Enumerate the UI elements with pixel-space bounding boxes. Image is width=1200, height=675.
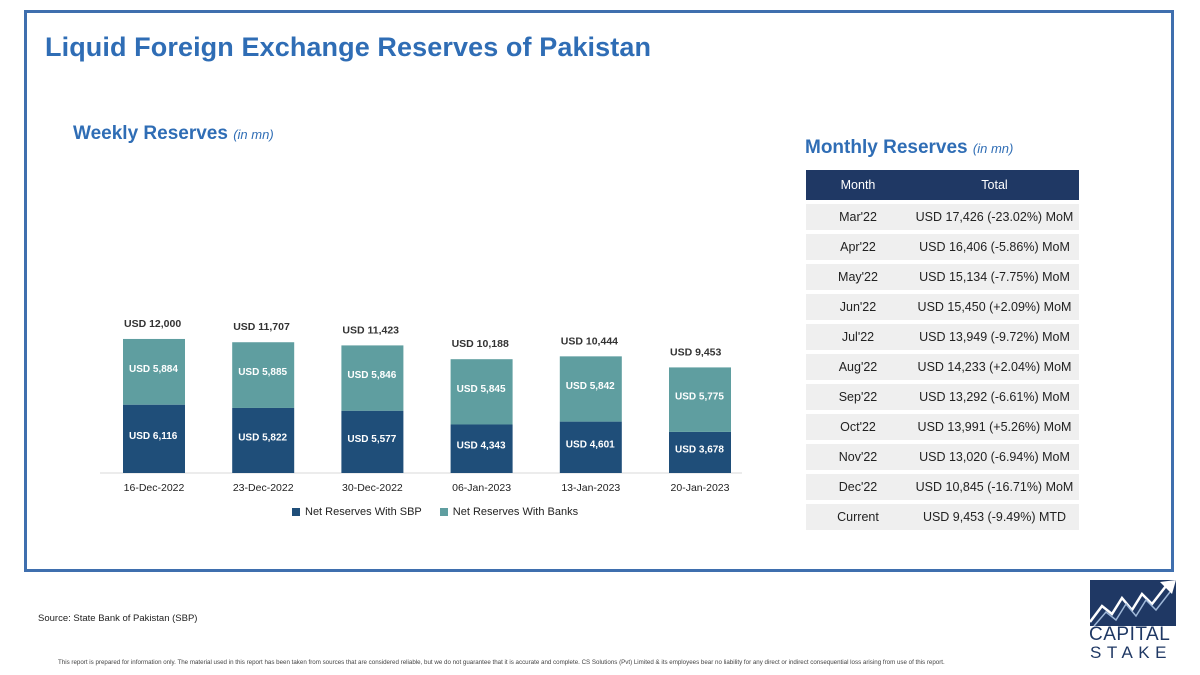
- bar-banks: [559, 356, 622, 422]
- cell-total: USD 17,426 (-23.02%) MoM: [910, 200, 1079, 232]
- x-tick-label: 20-Jan-2023: [671, 482, 730, 494]
- data-label-total: USD 11,423: [342, 324, 399, 336]
- monthly-reserves-title: Monthly Reserves (in mn): [805, 137, 1013, 159]
- legend-swatch-sbp: [292, 508, 300, 516]
- cell-total: USD 13,292 (-6.61%) MoM: [910, 380, 1079, 412]
- slide-frame-bottom: [24, 569, 1174, 572]
- cell-total: USD 9,453 (-9.49%) MTD: [910, 500, 1079, 530]
- table-row: Nov'22 USD 13,020 (-6.94%) MoM: [806, 440, 1079, 472]
- bar-sbp: [232, 407, 295, 473]
- data-label-banks: USD 5,842: [566, 381, 615, 392]
- data-label-banks: USD 5,846: [347, 370, 396, 381]
- cell-total: USD 15,450 (+2.09%) MoM: [910, 290, 1079, 322]
- x-tick-label: 16-Dec-2022: [124, 482, 185, 494]
- bar-banks: [232, 342, 295, 408]
- bar-banks: [669, 367, 731, 432]
- cell-total: USD 13,949 (-9.72%) MoM: [910, 320, 1079, 352]
- table-row: Jul'22 USD 13,949 (-9.72%) MoM: [806, 320, 1079, 352]
- bar-sbp: [559, 421, 622, 473]
- cell-total: USD 13,991 (+5.26%) MoM: [910, 410, 1079, 442]
- legend-swatch-banks: [439, 508, 448, 516]
- cell-month: Current: [806, 500, 910, 530]
- slide-frame: [24, 10, 1174, 572]
- data-label-sbp: USD 4,601: [566, 439, 615, 450]
- x-tick-label: 06-Jan-2023: [452, 482, 511, 494]
- chart-legend: Net Reserves With SBP Net Reserves With …: [292, 506, 578, 518]
- cell-month: Aug'22: [806, 350, 910, 382]
- cell-month: Jul'22: [806, 320, 910, 352]
- table-row: Dec'22 USD 10,845 (-16.71%) MoM: [806, 470, 1079, 502]
- cell-total: USD 10,845 (-16.71%) MoM: [910, 470, 1079, 502]
- table-row: Apr'22 USD 16,406 (-5.86%) MoM: [806, 230, 1079, 262]
- x-tick-label: 30-Dec-2022: [342, 482, 403, 494]
- table-row: Aug'22 USD 14,233 (+2.04%) MoM: [806, 350, 1079, 382]
- weekly-reserves-chart: USD 6,116 USD 5,884 USD 12,000 16-Dec-2022 U…: [100, 318, 742, 494]
- data-label-banks: USD 5,885: [238, 367, 287, 378]
- legend-label-banks: Net Reserves With Banks: [452, 506, 579, 518]
- table-header-row: Month Total: [806, 170, 1079, 202]
- table-row: Oct'22 USD 13,991 (+5.26%) MoM: [806, 410, 1079, 442]
- table-row: May'22 USD 15,134 (-7.75%) MoM: [806, 260, 1079, 292]
- x-tick-label: 23-Dec-2022: [233, 482, 294, 494]
- weekly-unit: (in mn): [233, 127, 274, 142]
- table-row: Current USD 9,453 (-9.49%) MTD: [806, 500, 1079, 530]
- column-header-month: Month: [806, 170, 910, 202]
- monthly-unit: (in mn): [972, 141, 1014, 156]
- logo-text-stake: STAKE: [1090, 643, 1172, 662]
- source-note: Source: State Bank of Pakistan (SBP): [38, 613, 198, 624]
- monthly-reserves-table: Month Total Mar'22 USD 17,426 (-23.02%) M…: [806, 170, 1079, 530]
- cell-month: Nov'22: [806, 440, 910, 472]
- cell-month: Mar'22: [806, 200, 910, 232]
- disclaimer: This report is prepared for information …: [58, 659, 945, 666]
- data-label-sbp: USD 5,822: [238, 432, 287, 443]
- cell-month: Dec'22: [806, 470, 910, 502]
- bar-banks: [450, 359, 513, 425]
- cell-month: May'22: [806, 260, 910, 292]
- data-label-total: USD 10,444: [561, 335, 618, 347]
- cell-month: Oct'22: [806, 410, 910, 442]
- table-row: Mar'22 USD 17,426 (-23.02%) MoM: [806, 200, 1079, 232]
- bar-sbp: [123, 404, 185, 473]
- cell-month: Jun'22: [806, 290, 910, 322]
- bar-banks: [341, 345, 404, 411]
- data-label-sbp: USD 5,577: [347, 434, 396, 445]
- cell-total: USD 15,134 (-7.75%) MoM: [910, 260, 1079, 292]
- cell-total: USD 16,406 (-5.86%) MoM: [910, 230, 1079, 262]
- bar-sbp: [341, 410, 404, 473]
- cell-total: USD 14,233 (+2.04%) MoM: [910, 350, 1079, 382]
- weekly-title-text: Weekly Reserves: [73, 123, 228, 144]
- legend-label-sbp: Net Reserves With SBP: [305, 506, 422, 518]
- data-label-banks: USD 5,845: [457, 384, 506, 395]
- legend-item-sbp: Net Reserves With SBP: [292, 506, 422, 518]
- data-label-sbp: USD 3,678: [675, 444, 724, 455]
- bar-banks: [123, 338, 185, 405]
- data-label-sbp: USD 4,343: [457, 441, 506, 452]
- data-label-banks: USD 5,884: [129, 364, 178, 375]
- logo-text-capital: CAPITAL: [1089, 624, 1171, 645]
- page-title: Liquid Foreign Exchange Reserves of Paki…: [45, 32, 652, 62]
- monthly-title-text: Monthly Reserves: [805, 137, 968, 158]
- bar-sbp: [450, 424, 513, 473]
- data-label-sbp: USD 6,116: [129, 431, 178, 442]
- capital-stake-logo-icon: [1089, 580, 1176, 627]
- column-header-total: Total: [910, 170, 1079, 202]
- cell-month: Apr'22: [806, 230, 910, 262]
- legend-item-banks: Net Reserves With Banks: [439, 506, 579, 518]
- table-row: Jun'22 USD 15,450 (+2.09%) MoM: [806, 290, 1079, 322]
- data-label-total: USD 10,188: [452, 338, 509, 350]
- data-label-total: USD 12,000: [124, 318, 181, 330]
- data-label-total: USD 11,707: [233, 321, 290, 333]
- weekly-reserves-title: Weekly Reserves (in mn): [73, 123, 274, 145]
- bar-sbp: [669, 431, 731, 473]
- cell-total: USD 13,020 (-6.94%) MoM: [910, 440, 1079, 472]
- data-label-total: USD 9,453: [670, 346, 722, 358]
- table-row: Sep'22 USD 13,292 (-6.61%) MoM: [806, 380, 1079, 412]
- cell-month: Sep'22: [806, 380, 910, 412]
- x-tick-label: 13-Jan-2023: [561, 482, 620, 494]
- data-label-banks: USD 5,775: [675, 392, 724, 403]
